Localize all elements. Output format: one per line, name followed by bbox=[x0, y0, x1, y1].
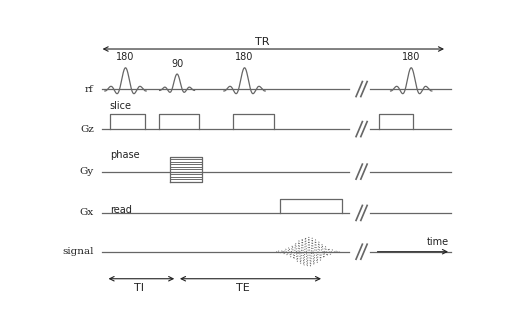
Text: signal: signal bbox=[62, 247, 94, 256]
Text: 90: 90 bbox=[171, 58, 183, 69]
Text: Gx: Gx bbox=[79, 208, 94, 217]
Text: time: time bbox=[427, 237, 449, 247]
Text: rf: rf bbox=[85, 84, 94, 94]
Text: 180: 180 bbox=[116, 52, 135, 62]
Text: phase: phase bbox=[110, 150, 139, 160]
Text: read: read bbox=[110, 205, 132, 215]
Text: 180: 180 bbox=[402, 52, 420, 62]
Text: Gz: Gz bbox=[80, 124, 94, 134]
Text: 180: 180 bbox=[236, 52, 254, 62]
Text: slice: slice bbox=[110, 101, 132, 111]
Text: TE: TE bbox=[236, 283, 249, 293]
Text: Gy: Gy bbox=[79, 167, 94, 176]
Text: TI: TI bbox=[134, 283, 144, 293]
Text: TR: TR bbox=[255, 37, 270, 47]
